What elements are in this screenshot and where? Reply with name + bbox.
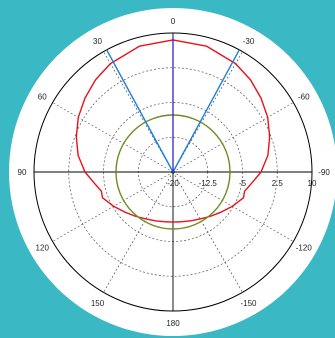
radial-tick-label: -12.5 — [199, 179, 218, 188]
beamwidth-line — [106, 49, 174, 173]
angle-tick-label: -120 — [296, 244, 313, 253]
angular-gridline — [172, 171, 243, 293]
angle-tick-label: 150 — [91, 299, 105, 308]
pattern-trace — [75, 39, 271, 223]
radial-tick-label: -5 — [239, 179, 247, 188]
angle-tick-label: -150 — [240, 299, 257, 308]
angular-gridline — [52, 171, 174, 242]
tick-labels: 0 -30 -60 -90 -120 -150 180 150 120 90 60 30 -20 -12.… — [18, 17, 331, 328]
angular-gridline — [172, 171, 294, 242]
angle-tick-label: 60 — [38, 93, 47, 102]
radial-tick-label: 10 — [308, 179, 317, 188]
angular-gridline — [52, 102, 174, 173]
angle-tick-label: 120 — [36, 244, 50, 253]
angular-gridline — [172, 102, 294, 173]
angle-tick-label: 0 — [171, 17, 176, 26]
angular-gridline — [103, 171, 174, 293]
angle-tick-label: -60 — [298, 93, 310, 102]
angle-tick-label: 90 — [18, 168, 27, 177]
angle-tick-label: 180 — [166, 319, 180, 328]
series-layer — [75, 37, 271, 230]
beamwidth-line — [172, 49, 240, 173]
angular-gridline — [103, 51, 174, 173]
angular-gridline — [172, 51, 243, 173]
radial-tick-label: 2.5 — [272, 179, 284, 188]
angle-tick-label: 30 — [93, 37, 102, 46]
angle-tick-label: -90 — [318, 168, 330, 177]
angle-tick-label: -30 — [243, 37, 255, 46]
radial-tick-label: -20 — [167, 179, 179, 188]
